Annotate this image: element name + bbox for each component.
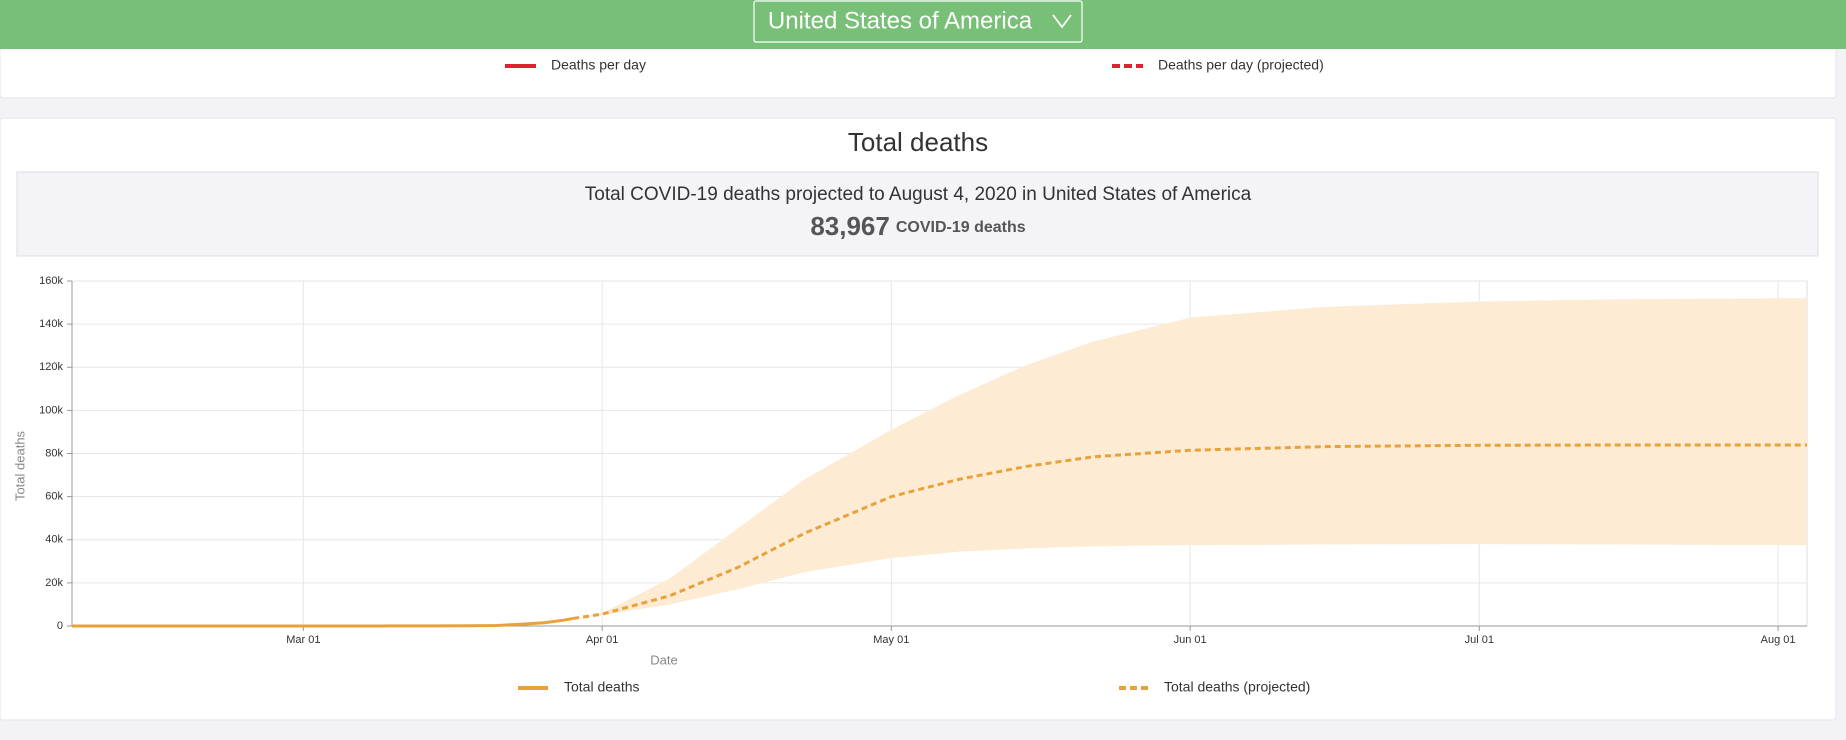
x-tick-label: Apr 01	[586, 634, 618, 646]
y-tick-label: 0	[57, 620, 63, 632]
x-tick-label: Jul 01	[1465, 634, 1494, 646]
y-axis-title: Total deaths	[12, 430, 27, 501]
dropdown-label[interactable]: United States of America	[768, 7, 1033, 34]
country-dropdown[interactable]: United States of America	[753, 0, 1083, 43]
summary-headline: Total COVID-19 deaths projected to Augus…	[585, 184, 1252, 205]
x-axis-title: Date	[650, 652, 677, 667]
line	[573, 443, 1808, 620]
uncertainty-band	[573, 298, 1808, 619]
summary-total-line: 83,967 COVID-19 deaths	[810, 211, 1025, 241]
legend-label: Deaths per day	[551, 57, 646, 73]
x-tick-label: May 01	[873, 634, 909, 646]
summary-box	[16, 171, 1819, 257]
dropdown-box[interactable]	[753, 0, 1083, 43]
x-tick-label: Mar 01	[286, 634, 320, 646]
x-tick-label: Aug 01	[1761, 634, 1796, 646]
line	[72, 616, 574, 628]
y-tick-label: 80k	[45, 447, 63, 459]
legend-label: Total deaths (projected)	[1164, 679, 1310, 695]
dropdown-chevron[interactable]	[1052, 14, 1072, 29]
y-tick-label: 140k	[39, 318, 63, 330]
y-tick-label: 120k	[39, 361, 63, 373]
summary-unit: COVID-19 deaths	[896, 219, 1026, 236]
legend-label: Deaths per day (projected)	[1158, 57, 1324, 73]
legend-label: Total deaths	[564, 679, 640, 695]
y-tick-label: 160k	[39, 275, 63, 287]
x-tick-label: Jun 01	[1174, 634, 1207, 646]
summary-total: 83,967	[810, 211, 890, 241]
y-tick-label: 100k	[39, 404, 63, 416]
top-bar	[0, 0, 1846, 49]
y-tick-label: 60k	[45, 491, 63, 503]
chart-title: Total deaths	[848, 127, 988, 157]
y-tick-label: 20k	[45, 577, 63, 589]
y-tick-label: 40k	[45, 534, 63, 546]
